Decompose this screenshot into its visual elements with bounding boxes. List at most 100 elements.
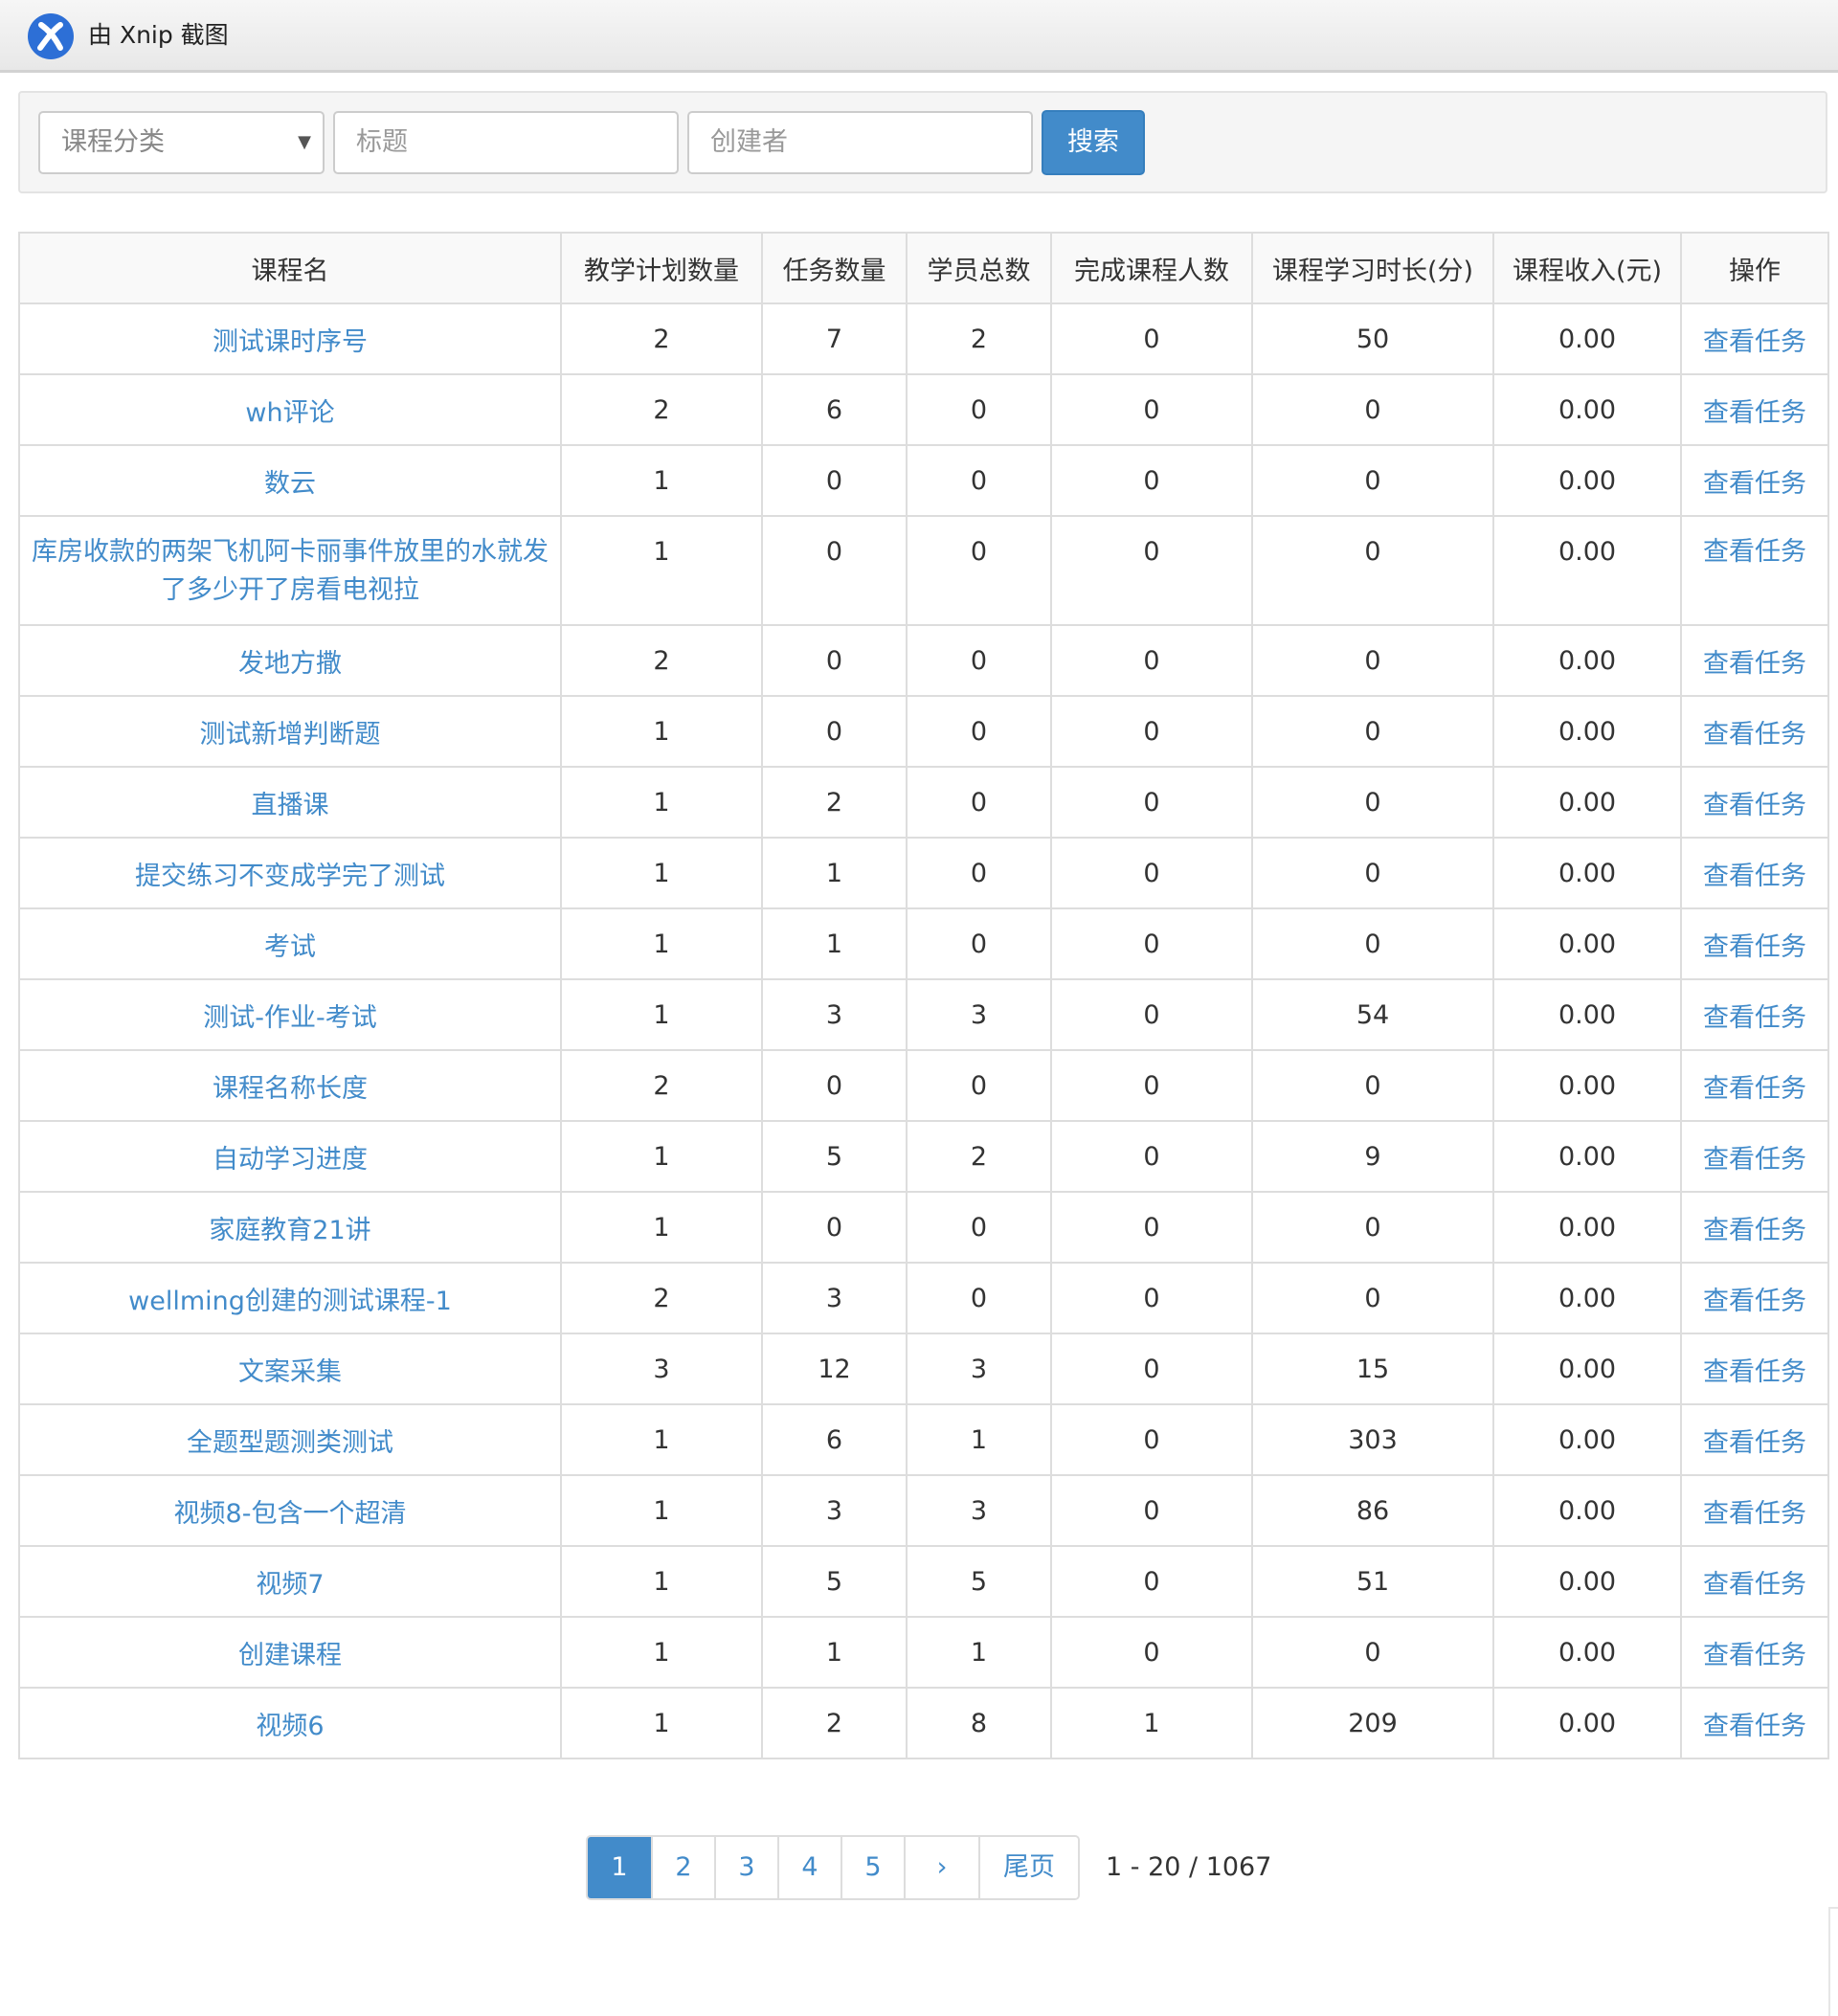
course-name-link[interactable]: 文案采集 (238, 1356, 342, 1387)
completed-cell: 0 (1050, 1545, 1253, 1618)
course-name-link[interactable]: 测试新增判断题 (199, 719, 381, 750)
duration-cell: 0 (1251, 695, 1494, 768)
students-cell: 0 (906, 624, 1052, 697)
table-row: 家庭教育21讲 1 0 0 0 0 0.00 查看任务 (18, 1191, 1829, 1264)
page-4-button[interactable]: 4 (777, 1837, 841, 1898)
page-3-button[interactable]: 3 (714, 1837, 777, 1898)
course-name-link[interactable]: 测试-作业-考试 (203, 1002, 377, 1033)
page-1-button[interactable]: 1 (588, 1837, 651, 1898)
view-tasks-link[interactable]: 查看任务 (1703, 1215, 1806, 1245)
course-name-link[interactable]: 考试 (264, 931, 316, 962)
income-cell: 0.00 (1492, 978, 1682, 1051)
duration-cell: 0 (1251, 624, 1494, 697)
course-name-cell: 视频8-包含一个超清 (18, 1474, 562, 1547)
completed-cell: 0 (1050, 1333, 1253, 1405)
view-tasks-link[interactable]: 查看任务 (1703, 1286, 1806, 1316)
action-cell: 查看任务 (1680, 1120, 1829, 1193)
last-page-button[interactable]: 尾页 (978, 1837, 1078, 1898)
plans-cell: 1 (560, 1545, 763, 1618)
action-cell: 查看任务 (1680, 1333, 1829, 1405)
view-tasks-link[interactable]: 查看任务 (1703, 1640, 1806, 1670)
table-row: 考试 1 1 0 0 0 0.00 查看任务 (18, 907, 1829, 980)
completed-cell: 0 (1050, 302, 1253, 375)
view-tasks-link[interactable]: 查看任务 (1703, 468, 1806, 499)
course-name-link[interactable]: 创建课程 (238, 1640, 342, 1670)
course-name-link[interactable]: wh评论 (245, 397, 335, 428)
plans-cell: 1 (560, 1474, 763, 1547)
income-cell: 0.00 (1492, 1333, 1682, 1405)
course-name-link[interactable]: 库房收款的两架飞机阿卡丽事件放里的水就发了多少开了房看电视拉 (32, 537, 549, 605)
next-page-button[interactable]: › (904, 1837, 978, 1898)
tasks-cell: 1 (761, 837, 908, 909)
course-name-link[interactable]: 视频8-包含一个超清 (173, 1498, 407, 1529)
table-row: 测试新增判断题 1 0 0 0 0 0.00 查看任务 (18, 695, 1829, 768)
view-tasks-link[interactable]: 查看任务 (1703, 326, 1806, 357)
completed-cell: 0 (1050, 1616, 1253, 1689)
course-name-link[interactable]: wellming创建的测试课程-1 (128, 1286, 452, 1316)
duration-cell: 209 (1251, 1687, 1494, 1759)
view-tasks-link[interactable]: 查看任务 (1703, 1144, 1806, 1175)
view-tasks-link[interactable]: 查看任务 (1703, 931, 1806, 962)
chevron-down-icon: ▼ (298, 132, 311, 152)
course-name-cell: 提交练习不变成学完了测试 (18, 837, 562, 909)
action-cell: 查看任务 (1680, 907, 1829, 980)
view-tasks-link[interactable]: 查看任务 (1703, 1427, 1806, 1458)
view-tasks-link[interactable]: 查看任务 (1703, 1356, 1806, 1387)
income-cell: 0.00 (1492, 373, 1682, 446)
income-cell: 0.00 (1492, 1191, 1682, 1264)
column-header-plans: 教学计划数量 (560, 232, 763, 304)
view-tasks-link[interactable]: 查看任务 (1703, 1002, 1806, 1033)
search-button[interactable]: 搜索 (1042, 110, 1145, 175)
students-cell: 3 (906, 1333, 1052, 1405)
page-5-button[interactable]: 5 (841, 1837, 904, 1898)
course-name-link[interactable]: 视频7 (256, 1569, 325, 1600)
pagination-summary: 1 - 20 / 1067 (1106, 1852, 1272, 1882)
view-tasks-link[interactable]: 查看任务 (1703, 719, 1806, 750)
course-name-link[interactable]: 自动学习进度 (213, 1144, 368, 1175)
tasks-cell: 1 (761, 907, 908, 980)
course-name-link[interactable]: 直播课 (251, 790, 329, 820)
plans-cell: 2 (560, 302, 763, 375)
view-tasks-link[interactable]: 查看任务 (1703, 1498, 1806, 1529)
page-2-button[interactable]: 2 (651, 1837, 714, 1898)
view-tasks-link[interactable]: 查看任务 (1703, 1569, 1806, 1600)
tasks-cell: 5 (761, 1545, 908, 1618)
students-cell: 0 (906, 766, 1052, 839)
tasks-cell: 2 (761, 1687, 908, 1759)
students-cell: 5 (906, 1545, 1052, 1618)
course-name-link[interactable]: 发地方撒 (238, 648, 342, 679)
view-tasks-link[interactable]: 查看任务 (1703, 861, 1806, 891)
course-name-link[interactable]: 课程名称长度 (213, 1073, 368, 1104)
course-name-link[interactable]: 家庭教育21讲 (209, 1215, 371, 1245)
income-cell: 0.00 (1492, 1545, 1682, 1618)
view-tasks-link[interactable]: 查看任务 (1703, 1073, 1806, 1104)
view-tasks-link[interactable]: 查看任务 (1703, 1711, 1806, 1741)
course-name-link[interactable]: 提交练习不变成学完了测试 (135, 861, 445, 891)
creator-input[interactable]: 创建者 (687, 111, 1033, 174)
course-name-cell: 测试新增判断题 (18, 695, 562, 768)
duration-cell: 0 (1251, 515, 1494, 626)
view-tasks-link[interactable]: 查看任务 (1703, 397, 1806, 428)
plans-cell: 1 (560, 1687, 763, 1759)
action-cell: 查看任务 (1680, 1616, 1829, 1689)
course-name-cell: 视频6 (18, 1687, 562, 1759)
course-name-link[interactable]: 数云 (264, 468, 316, 499)
course-category-select[interactable]: 课程分类 ▼ (38, 111, 325, 174)
course-name-link[interactable]: 测试课时序号 (213, 326, 368, 357)
table-row: 测试-作业-考试 1 3 3 0 54 0.00 查看任务 (18, 978, 1829, 1051)
view-tasks-link[interactable]: 查看任务 (1703, 790, 1806, 820)
students-cell: 0 (906, 1191, 1052, 1264)
title-input[interactable]: 标题 (333, 111, 679, 174)
income-cell: 0.00 (1492, 1616, 1682, 1689)
completed-cell: 0 (1050, 624, 1253, 697)
action-cell: 查看任务 (1680, 373, 1829, 446)
view-tasks-link[interactable]: 查看任务 (1703, 648, 1806, 679)
course-name-cell: 测试-作业-考试 (18, 978, 562, 1051)
course-name-cell: 视频7 (18, 1545, 562, 1618)
duration-cell: 303 (1251, 1403, 1494, 1476)
view-tasks-link[interactable]: 查看任务 (1703, 537, 1806, 567)
income-cell: 0.00 (1492, 766, 1682, 839)
course-name-link[interactable]: 全题型题测类测试 (187, 1427, 393, 1458)
column-header-tasks: 任务数量 (761, 232, 908, 304)
course-name-link[interactable]: 视频6 (256, 1711, 325, 1741)
